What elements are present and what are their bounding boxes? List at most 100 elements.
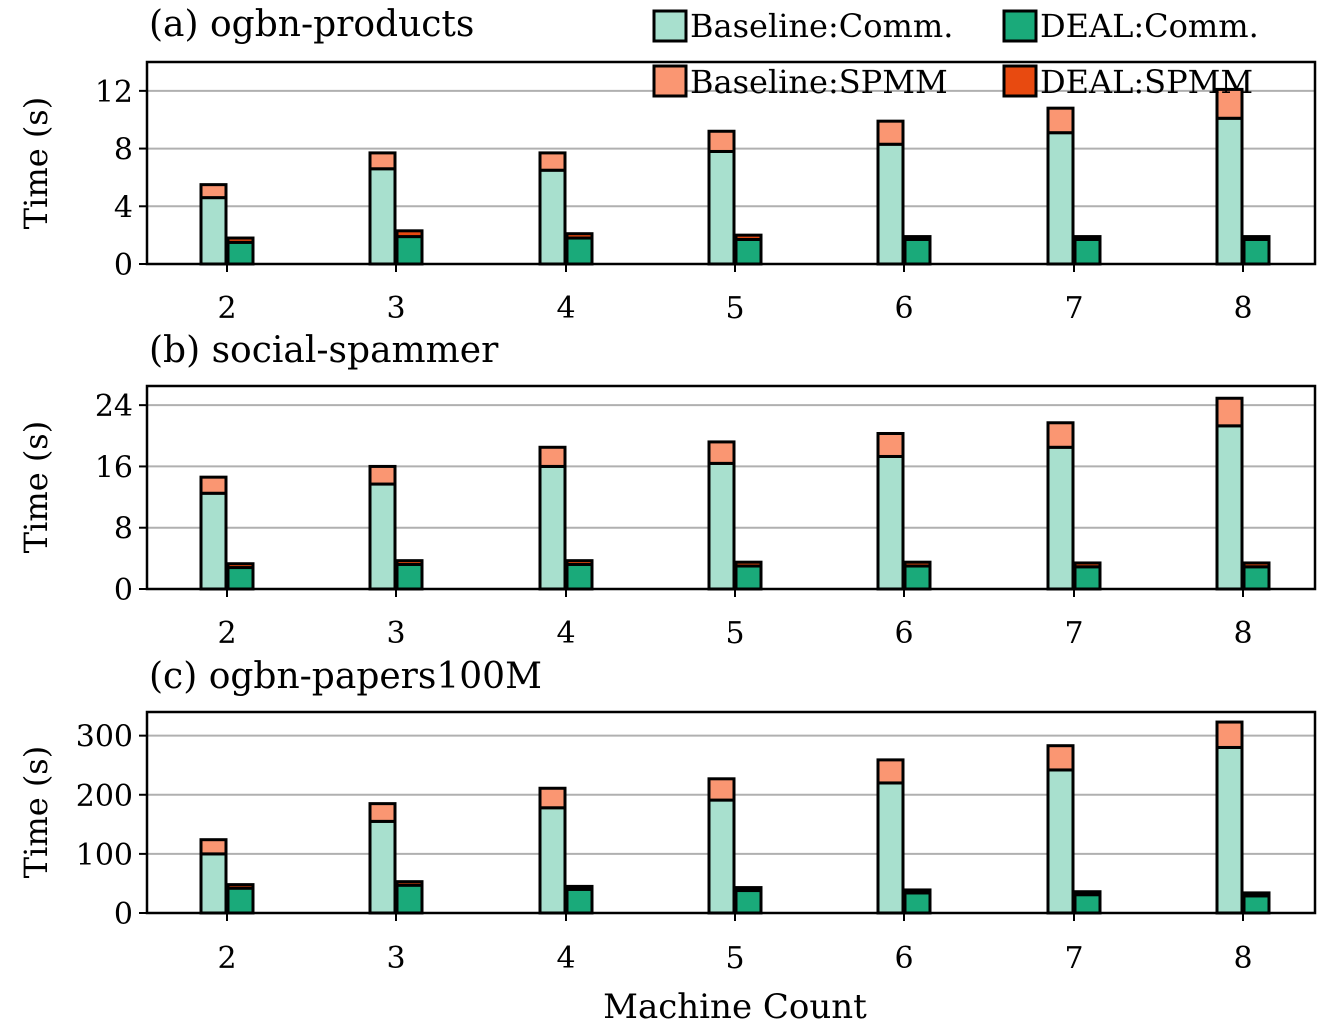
bar-deal-comm-4 (565, 236, 594, 266)
bar-baseline-comm-6 (876, 142, 905, 266)
bar-deal-spmm-8 (1242, 561, 1271, 569)
bar-deal-comm-6 (903, 564, 932, 591)
bar-deal-spmm-2 (226, 236, 255, 244)
bar-baseline-spmm-2 (199, 475, 228, 495)
bar-baseline-spmm-2 (199, 838, 228, 856)
x-tick-label: 6 (894, 291, 913, 326)
x-tick-label: 7 (1064, 941, 1083, 976)
y-tick-label: 8 (114, 512, 133, 547)
bar-baseline-comm-2 (199, 491, 228, 591)
bar-deal-spmm-3 (395, 229, 424, 239)
bar-deal-spmm-6 (903, 235, 932, 241)
bar-baseline-spmm-2 (199, 183, 228, 200)
bar-deal-spmm-7 (1073, 890, 1102, 897)
bar-deal-comm-4 (565, 887, 594, 915)
y-tick-label: 0 (114, 573, 133, 608)
bar-baseline-spmm-4 (538, 445, 567, 468)
bar-deal-comm-8 (1242, 894, 1271, 915)
y-tick-label: 0 (114, 248, 133, 283)
legend-label-deal-comm: DEAL:Comm. (1040, 7, 1259, 45)
chart-panel-1: 0 4 8 12 (a) ogbn-products Time (s) 2 3 4 5 6 7 8 (17, 4, 1317, 326)
bar-deal-spmm-6 (903, 560, 932, 568)
bar-baseline-comm-7 (1046, 768, 1075, 915)
bar-baseline-comm-5 (707, 798, 736, 915)
y-tick-label: 100 (76, 838, 133, 873)
y-tick-label: 8 (114, 133, 133, 168)
bar-baseline-spmm-5 (707, 129, 736, 153)
x-tick-label: 8 (1233, 941, 1252, 976)
x-tick-label: 7 (1064, 616, 1083, 651)
bar-baseline-comm-2 (199, 852, 228, 915)
chart-title: (c) ogbn-papers100M (149, 656, 542, 697)
bar-deal-spmm-7 (1073, 235, 1102, 241)
bar-deal-spmm-8 (1242, 235, 1271, 241)
bar-deal-spmm-6 (903, 888, 932, 895)
y-axis-label: Time (s) (17, 746, 55, 878)
bar-deal-spmm-5 (734, 886, 763, 893)
bar-deal-comm-6 (903, 237, 932, 266)
bar-deal-comm-5 (734, 564, 763, 591)
bar-deal-spmm-8 (1242, 891, 1271, 898)
bar-baseline-spmm-3 (368, 464, 397, 486)
bar-baseline-spmm-3 (368, 151, 397, 171)
y-tick-label: 24 (95, 389, 133, 424)
bar-baseline-comm-3 (368, 819, 397, 915)
y-tick-label: 300 (76, 720, 133, 755)
bar-baseline-comm-6 (876, 781, 905, 915)
axes-frame (145, 60, 1317, 266)
bar-deal-spmm-5 (734, 560, 763, 568)
bar-baseline-comm-5 (707, 149, 736, 266)
x-tick-label: 5 (725, 941, 744, 976)
bar-baseline-spmm-6 (876, 431, 905, 458)
bar-baseline-spmm-7 (1046, 106, 1075, 135)
bar-baseline-comm-4 (538, 464, 567, 591)
y-axis-label: Time (s) (17, 421, 55, 553)
bar-deal-spmm-4 (565, 884, 594, 891)
bar-deal-comm-5 (734, 237, 763, 266)
x-tick-label: 5 (725, 616, 744, 651)
axes-frame (145, 384, 1317, 591)
bar-baseline-spmm-3 (368, 802, 397, 823)
bar-baseline-spmm-5 (707, 440, 736, 465)
legend-swatch-deal-comm (1002, 9, 1038, 43)
bar-baseline-spmm-4 (538, 151, 567, 172)
bar-baseline-comm-8 (1215, 424, 1244, 591)
y-tick-label: 16 (95, 450, 133, 485)
legend-label-deal-spmm: DEAL:SPMM (1040, 63, 1253, 101)
chart-panel-2: 0 8 16 24 (b) social-spammer Time (s) 2 3 4 5 6 7 8 (17, 330, 1317, 651)
chart-title: (b) social-spammer (149, 330, 499, 371)
chart-title: (a) ogbn-products (149, 4, 474, 45)
x-tick-label: 7 (1064, 291, 1083, 326)
x-tick-label: 8 (1233, 616, 1252, 651)
bar-deal-comm-7 (1073, 237, 1102, 266)
bar-deal-spmm-2 (226, 883, 255, 890)
charts-group: 0 4 8 12 (a) ogbn-products Time (s) 2 3 4 5 6 7 8 0 8 1… (17, 4, 1317, 976)
bar-deal-comm-2 (226, 886, 255, 915)
bar-deal-spmm-2 (226, 562, 255, 570)
bar-baseline-comm-7 (1046, 131, 1075, 266)
bar-baseline-spmm-7 (1046, 421, 1075, 449)
x-tick-label: 4 (556, 291, 575, 326)
bar-deal-comm-3 (395, 883, 424, 915)
bar-baseline-comm-2 (199, 196, 228, 266)
axes-frame (145, 710, 1317, 915)
y-tick-label: 12 (95, 75, 133, 110)
bar-deal-comm-4 (565, 562, 594, 591)
y-tick-label: 0 (114, 897, 133, 932)
bar-baseline-comm-6 (876, 454, 905, 591)
bar-baseline-spmm-6 (876, 119, 905, 146)
x-tick-label: 8 (1233, 291, 1252, 326)
bar-baseline-spmm-8 (1215, 396, 1244, 428)
bar-baseline-comm-4 (538, 806, 567, 915)
y-tick-label: 200 (76, 779, 133, 814)
bar-baseline-spmm-4 (538, 786, 567, 810)
chart-panel-3: 0 100 200 300 (c) ogbn-papers100M Time (s) 2 3 4… (17, 656, 1317, 976)
bar-deal-spmm-5 (734, 233, 763, 241)
x-axis-label: Machine Count (603, 987, 867, 1024)
bar-deal-comm-8 (1242, 237, 1271, 266)
x-tick-label: 3 (386, 291, 405, 326)
bar-deal-comm-3 (395, 235, 424, 266)
x-tick-label: 4 (556, 616, 575, 651)
bar-deal-comm-7 (1073, 565, 1102, 591)
